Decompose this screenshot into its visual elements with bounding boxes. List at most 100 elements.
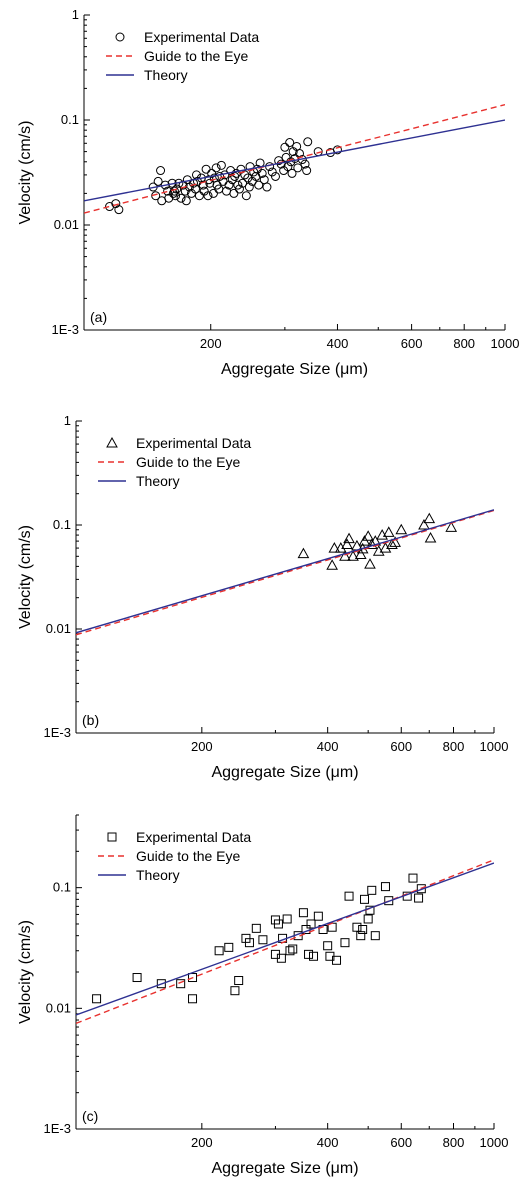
data-point	[240, 170, 250, 180]
data-point	[224, 180, 234, 190]
data-point	[283, 162, 293, 172]
data-point	[214, 946, 224, 956]
data-point	[332, 145, 342, 155]
legend-label: Experimental Data	[144, 29, 259, 45]
x-axis-title: Aggregate Size (μm)	[211, 764, 358, 781]
data-point	[172, 184, 182, 194]
x-tick-label: 200	[191, 739, 213, 754]
data-point	[216, 160, 226, 170]
data-point	[208, 188, 218, 198]
data-point	[287, 168, 297, 178]
x-tick-label: 600	[390, 1135, 412, 1150]
x-axis-title: Aggregate Size (μm)	[221, 361, 368, 378]
guide-line	[76, 509, 494, 636]
data-point	[309, 951, 319, 961]
data-point	[347, 550, 359, 561]
data-point	[343, 532, 355, 544]
y-tick-label: 1E-3	[52, 322, 79, 337]
data-point	[384, 896, 394, 906]
data-point	[257, 168, 267, 178]
data-point	[344, 891, 354, 901]
data-point	[354, 548, 367, 560]
x-tick-label: 800	[443, 739, 465, 754]
data-point	[273, 919, 283, 929]
legend-label: Theory	[136, 473, 180, 489]
data-point	[229, 188, 239, 198]
data-point	[414, 893, 424, 903]
data-point	[386, 538, 398, 549]
x-tick-label: 800	[443, 1135, 465, 1150]
data-point	[339, 550, 351, 561]
legend-label: Theory	[144, 67, 188, 83]
x-tick-label: 1000	[480, 739, 509, 754]
data-point	[201, 164, 211, 174]
data-point	[360, 894, 370, 904]
x-tick-label: 400	[327, 336, 349, 351]
legend-marker	[107, 832, 117, 842]
panel-label: (b)	[82, 712, 99, 728]
data-point	[156, 979, 166, 989]
data-point	[341, 538, 353, 549]
data-point	[376, 529, 388, 540]
y-tick-label: 0.1	[53, 517, 71, 532]
data-point	[313, 911, 323, 921]
data-point	[293, 163, 303, 173]
data-point	[362, 530, 375, 541]
y-tick-label: 1	[72, 7, 79, 22]
data-point	[156, 166, 166, 176]
legend-label: Experimental Data	[136, 829, 251, 845]
y-tick-label: 0.01	[54, 217, 79, 232]
data-point	[290, 153, 300, 163]
panel-label: (a)	[90, 309, 107, 325]
data-point	[334, 542, 347, 553]
data-point	[176, 193, 186, 203]
data-point	[234, 184, 244, 194]
x-tick-label: 400	[317, 739, 339, 754]
x-tick-label: 1000	[480, 1135, 509, 1150]
data-point	[300, 159, 310, 169]
data-point	[418, 518, 430, 530]
x-tick-label: 600	[390, 739, 412, 754]
data-point	[424, 531, 437, 543]
data-point	[176, 979, 186, 989]
data-point	[445, 521, 458, 532]
x-tick-label: 600	[401, 336, 423, 351]
data-point	[230, 986, 240, 996]
x-tick-label: 1000	[491, 336, 520, 351]
guide-line	[76, 859, 494, 1025]
data-point	[181, 196, 191, 206]
data-point	[270, 171, 280, 181]
y-tick-label: 1	[64, 413, 71, 428]
data-point	[194, 191, 204, 201]
data-point	[188, 994, 198, 1004]
legend: Experimental Data Guide to the Eye Theory	[98, 829, 251, 883]
data-point	[365, 538, 378, 549]
data-point	[389, 536, 401, 547]
data-point	[285, 138, 295, 148]
chart-panel-1: 200 400 600 800 1000 1E-3 0.01 0.1 1 Aggregate Si…	[17, 7, 519, 378]
data-point	[276, 953, 286, 963]
data-point	[372, 545, 385, 556]
data-point	[364, 558, 376, 569]
data-point	[282, 914, 292, 924]
panel-label: (c)	[82, 1108, 98, 1124]
data-point	[227, 175, 237, 185]
data-point	[408, 873, 418, 883]
data-point	[92, 994, 102, 1004]
y-tick-label: 0.01	[46, 1000, 71, 1015]
data-point	[380, 882, 390, 892]
data-point	[151, 191, 161, 201]
data-point	[363, 914, 373, 924]
chart-panel-3: 200 400 600 800 1000 1E-3 0.01 0.1 Aggregate Siz…	[17, 814, 509, 1177]
y-tick-label: 0.1	[53, 880, 71, 895]
theory-line	[84, 119, 505, 202]
data-point	[262, 182, 272, 192]
legend: Experimental Data Guide to the Eye Theory	[106, 29, 259, 83]
guide-line	[84, 103, 505, 214]
x-tick-label: 200	[191, 1135, 213, 1150]
legend-label: Guide to the Eye	[136, 454, 241, 470]
legend: Experimental Data Guide to the Eye Theory	[98, 435, 251, 489]
legend-label: Theory	[136, 867, 180, 883]
y-tick-label: 1E-3	[44, 725, 71, 740]
